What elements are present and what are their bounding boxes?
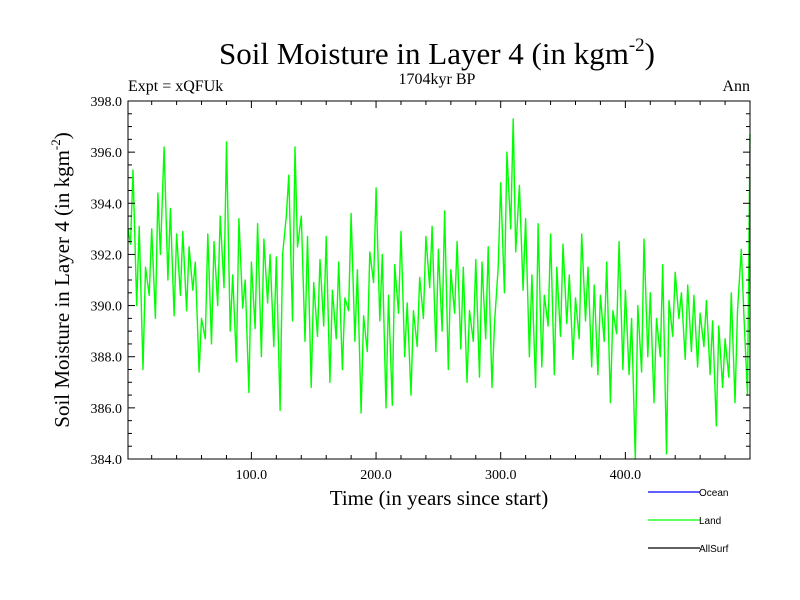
x-axis-label: Time (in years since start) xyxy=(330,486,549,510)
x-tick-label: 300.0 xyxy=(485,468,517,483)
series-line-land xyxy=(127,118,751,460)
y-tick-label: 392.0 xyxy=(91,248,123,263)
x-tick-label: 200.0 xyxy=(360,468,392,483)
legend-label-land: Land xyxy=(699,516,721,527)
experiment-label: Expt = xQFUk xyxy=(128,78,223,95)
y-tick-label: 384.0 xyxy=(91,453,123,468)
plot-frame xyxy=(127,100,751,460)
y-tick-label: 388.0 xyxy=(91,351,123,366)
chart-title: Soil Moisture in Layer 4 (in kgm-2) xyxy=(219,35,655,71)
chart-subtitle: 1704kyr BP xyxy=(399,71,476,88)
x-tick-label: 400.0 xyxy=(610,468,642,483)
y-tick-label: 394.0 xyxy=(91,197,123,212)
y-tick-label: 386.0 xyxy=(91,402,123,417)
x-tick-label: 100.0 xyxy=(236,468,268,483)
season-label: Ann xyxy=(722,78,750,95)
y-tick-label: 390.0 xyxy=(91,300,123,315)
y-tick-label: 396.0 xyxy=(91,146,123,161)
y-tick-label: 398.0 xyxy=(91,95,123,110)
legend-label-allsurf: AllSurf xyxy=(699,544,729,555)
y-axis-label: Soil Moisture in Layer 4 (in kgm-2) xyxy=(48,132,74,427)
legend-label-ocean: Ocean xyxy=(699,488,728,499)
